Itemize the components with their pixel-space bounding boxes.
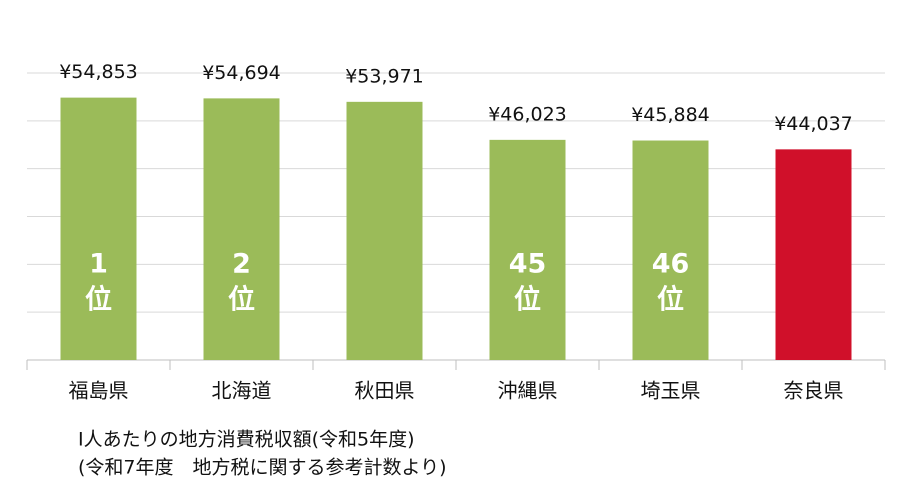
rank-label: 2 <box>232 249 251 280</box>
bar <box>775 149 852 360</box>
bar <box>60 97 137 361</box>
note: I人あたりの地方消費税収額(令和5年度) <box>78 429 415 451</box>
x-tick-label: 埼玉県 <box>641 379 701 403</box>
bar <box>489 139 566 360</box>
value-label: ¥54,853 <box>59 61 138 83</box>
value-label: ¥54,694 <box>202 62 281 84</box>
rank-suffix: 位 <box>657 284 684 316</box>
rank-label: 46 <box>652 249 690 280</box>
x-tick-label: 沖縄県 <box>498 379 558 403</box>
rank-suffix: 位 <box>514 284 541 316</box>
rank-suffix: 位 <box>228 284 255 316</box>
x-tick-label: 福島県 <box>69 379 129 403</box>
note: (令和7年度 地方税に関する参考計数より) <box>78 457 447 479</box>
rank-suffix: 位 <box>85 284 112 316</box>
rank-label: 1 <box>89 249 108 280</box>
bar <box>203 98 280 360</box>
value-label: ¥46,023 <box>488 103 567 125</box>
value-label: ¥53,971 <box>345 65 424 87</box>
rank-label: 45 <box>509 249 547 280</box>
bar <box>632 140 709 360</box>
x-tick-label: 奈良県 <box>784 379 844 403</box>
value-label: ¥44,037 <box>774 113 853 135</box>
bar <box>346 101 423 360</box>
x-tick-label: 秋田県 <box>355 379 415 403</box>
x-tick-label: 北海道 <box>212 379 272 403</box>
value-label: ¥45,884 <box>631 104 710 126</box>
